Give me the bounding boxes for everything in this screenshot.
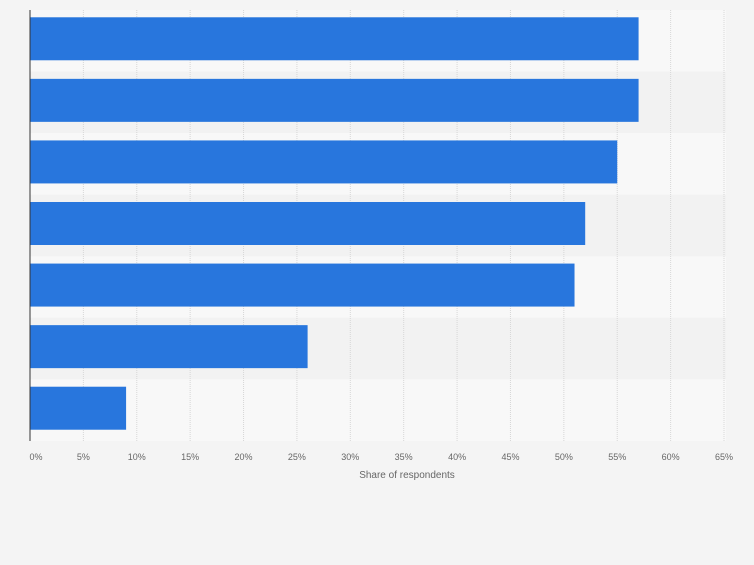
x-tick-label: 10% [128, 452, 146, 462]
bar[interactable] [30, 202, 586, 245]
bar[interactable] [30, 386, 127, 430]
x-tick-label: 65% [715, 452, 733, 462]
bar[interactable] [30, 140, 618, 184]
row-band [30, 379, 726, 441]
bar[interactable] [30, 78, 639, 122]
x-tick-label: 60% [662, 452, 680, 462]
x-tick-label: 50% [555, 452, 573, 462]
x-tick-labels: 0% 5% 10% 15% 20% 25% 30% 35% 40% 45% 50% 55% 60% 65% [29, 452, 733, 462]
x-tick-label: 15% [181, 452, 199, 462]
x-tick-label: 25% [288, 452, 306, 462]
bar[interactable] [30, 17, 639, 61]
bar[interactable] [30, 325, 308, 369]
x-tick-label: 30% [341, 452, 359, 462]
x-tick-label: 5% [77, 452, 90, 462]
x-tick-label: 20% [235, 452, 253, 462]
x-tick-label: 40% [448, 452, 466, 462]
x-axis-title: Share of respondents [359, 470, 455, 481]
x-tick-label: 45% [501, 452, 519, 462]
x-tick-label: 0% [29, 452, 42, 462]
bar[interactable] [30, 263, 575, 307]
x-tick-label: 35% [395, 452, 413, 462]
bars [30, 17, 639, 430]
x-tick-label: 55% [608, 452, 626, 462]
